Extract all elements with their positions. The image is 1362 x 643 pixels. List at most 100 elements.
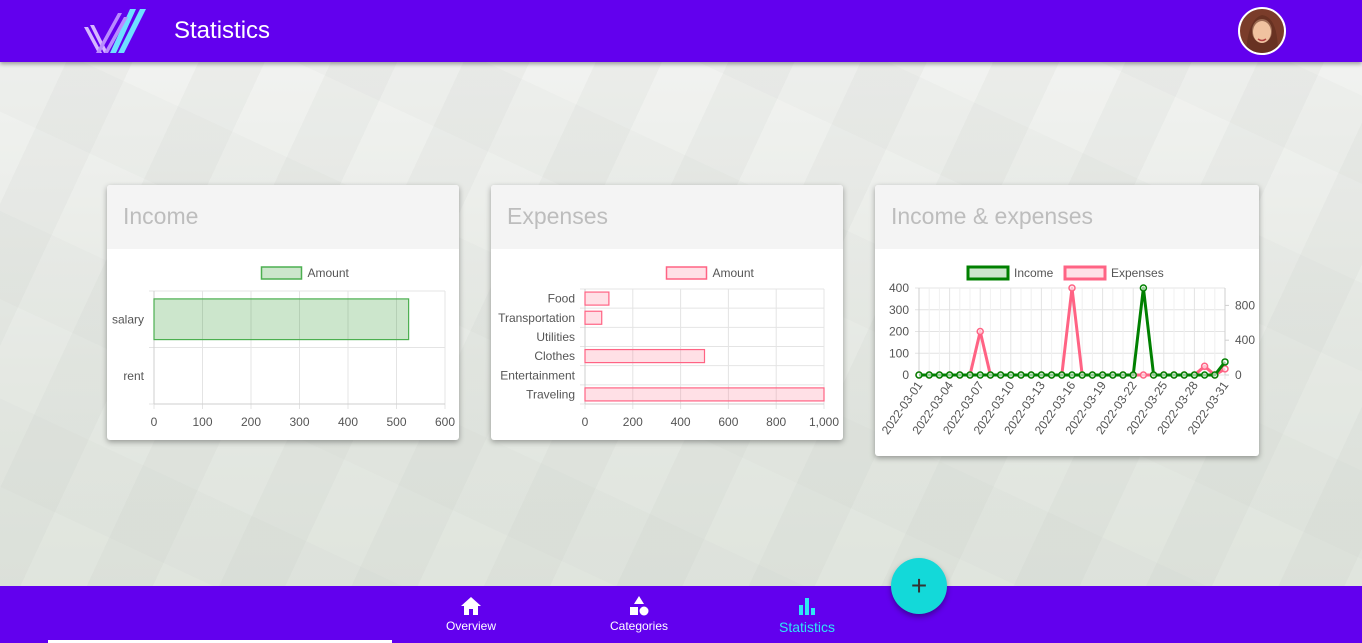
app-bar: Statistics: [0, 0, 1362, 62]
legend-swatch: [260, 266, 303, 280]
bar: [584, 387, 825, 402]
bar-chart-icon: [799, 598, 815, 615]
legend-label-income: Income: [1014, 266, 1054, 280]
x-tick-label: 600: [718, 415, 738, 429]
nav-label-categories: Categories: [609, 619, 669, 633]
user-avatar[interactable]: [1238, 7, 1286, 55]
income-point: [1047, 371, 1056, 379]
x-tick-label: 300: [289, 415, 309, 429]
shapes-icon: [630, 596, 649, 616]
x-tick-label: 200: [623, 415, 643, 429]
home-icon: [461, 597, 481, 615]
x-tick-label: 100: [192, 415, 212, 429]
income-point: [1119, 371, 1127, 379]
income-expenses-card-title: Income & expenses: [875, 185, 1259, 249]
expenses-card-title: Expenses: [491, 185, 843, 249]
income-point: [1098, 371, 1107, 379]
income-point: [1017, 371, 1025, 379]
legend-label: Amount: [308, 266, 350, 280]
income-expenses-chart: Income Expenses010020030040004008002022-0…: [879, 265, 1255, 437]
app-logo: [84, 9, 146, 53]
y-left-tick-label: 400: [889, 281, 909, 295]
income-point: [956, 371, 964, 379]
expenses-point: [1221, 365, 1229, 373]
income-point: [1160, 371, 1168, 379]
nav-item-statistics[interactable]: Statistics: [747, 586, 867, 643]
bar: [153, 298, 410, 341]
income-point: [1088, 371, 1097, 379]
income-point: [1211, 371, 1219, 379]
income-expenses-card: Income & expenses Income Expenses 0 100 200 3…: [875, 185, 1259, 456]
income-card: Income Amount 0 100 200 300 400 500 600 salary re…: [107, 185, 459, 440]
income-point: [935, 371, 944, 379]
add-transaction-button[interactable]: +: [891, 558, 947, 614]
income-point: [986, 371, 995, 379]
legend-swatch: [665, 266, 708, 280]
bar: [584, 291, 610, 306]
y-tick-label: rent: [123, 369, 144, 383]
nav-label-overview: Overview: [445, 619, 496, 633]
nav-indicator: [48, 640, 392, 643]
income-point: [1139, 284, 1148, 292]
y-left-tick-label: 100: [889, 346, 909, 360]
income-point: [1200, 371, 1209, 379]
income-point: [996, 371, 1005, 379]
y-tick-label: Transportation: [498, 311, 575, 325]
y-right-tick-label: 800: [1235, 298, 1255, 312]
y-tick-label: Food: [548, 292, 575, 306]
income-point: [1058, 371, 1066, 379]
legend-label-expenses: Expenses: [1111, 266, 1164, 280]
income-point: [1149, 371, 1158, 379]
income-point: [1190, 371, 1199, 379]
x-tick-label: 400: [671, 415, 691, 429]
expenses-point: [976, 327, 984, 336]
income-card-title: Income: [107, 185, 459, 249]
income-point: [1027, 371, 1035, 379]
expenses-chart: Amount 0 200 400 600 800 1,000 Food Transportati…: [498, 266, 839, 429]
plus-icon: +: [910, 570, 928, 601]
nav-item-categories[interactable]: Categories: [579, 586, 699, 643]
income-chart: Amount 0 100 200 300 400 500 600 salary rent: [112, 266, 455, 429]
expenses-point: [1068, 284, 1076, 292]
expenses-point: [1139, 371, 1148, 379]
nav-item-overview[interactable]: Overview: [411, 586, 531, 643]
expenses-card: Expenses Amount 0 200 400 600 800 1,000 Food Tra…: [491, 185, 843, 440]
x-tick-label: 400: [338, 415, 358, 429]
avatar-image: [1240, 9, 1284, 53]
nav-label-statistics: Statistics: [778, 619, 835, 635]
x-tick-label: 800: [766, 415, 786, 429]
y-tick-label: Utilities: [536, 330, 575, 344]
y-tick-label: Traveling: [526, 387, 575, 401]
y-left-tick-label: 300: [889, 303, 909, 317]
x-tick-label: 1,000: [809, 415, 839, 429]
income-point: [1109, 371, 1117, 379]
y-tick-label: Entertainment: [500, 368, 575, 382]
legend-swatch-income: [966, 265, 1010, 281]
income-point: [1007, 371, 1015, 379]
legend-swatch-expenses: [1063, 265, 1107, 281]
x-tick-label: 600: [435, 415, 455, 429]
income-point: [1068, 371, 1076, 379]
x-tick-label: 200: [241, 415, 261, 429]
x-tick-label: 500: [386, 415, 406, 429]
income-point: [1078, 371, 1086, 379]
income-point: [1129, 371, 1137, 379]
income-point: [915, 371, 923, 379]
expenses-point: [1200, 362, 1209, 371]
page-title: Statistics: [174, 17, 271, 44]
x-tick-label: 0: [582, 415, 589, 429]
bar: [584, 310, 603, 325]
x-tick-label: 0: [151, 415, 158, 429]
bottom-navigation: Overview Categories Statistics: [0, 586, 1362, 643]
income-point: [1180, 371, 1188, 379]
y-tick-label: salary: [112, 312, 144, 326]
bar: [584, 348, 706, 364]
income-point: [966, 371, 974, 379]
income-point: [1170, 371, 1178, 379]
y-right-tick-label: 0: [1235, 368, 1242, 382]
income-point: [976, 371, 984, 379]
income-point: [1221, 358, 1229, 366]
income-point: [945, 371, 954, 379]
y-right-tick-label: 400: [1235, 333, 1255, 347]
income-point: [925, 371, 933, 379]
